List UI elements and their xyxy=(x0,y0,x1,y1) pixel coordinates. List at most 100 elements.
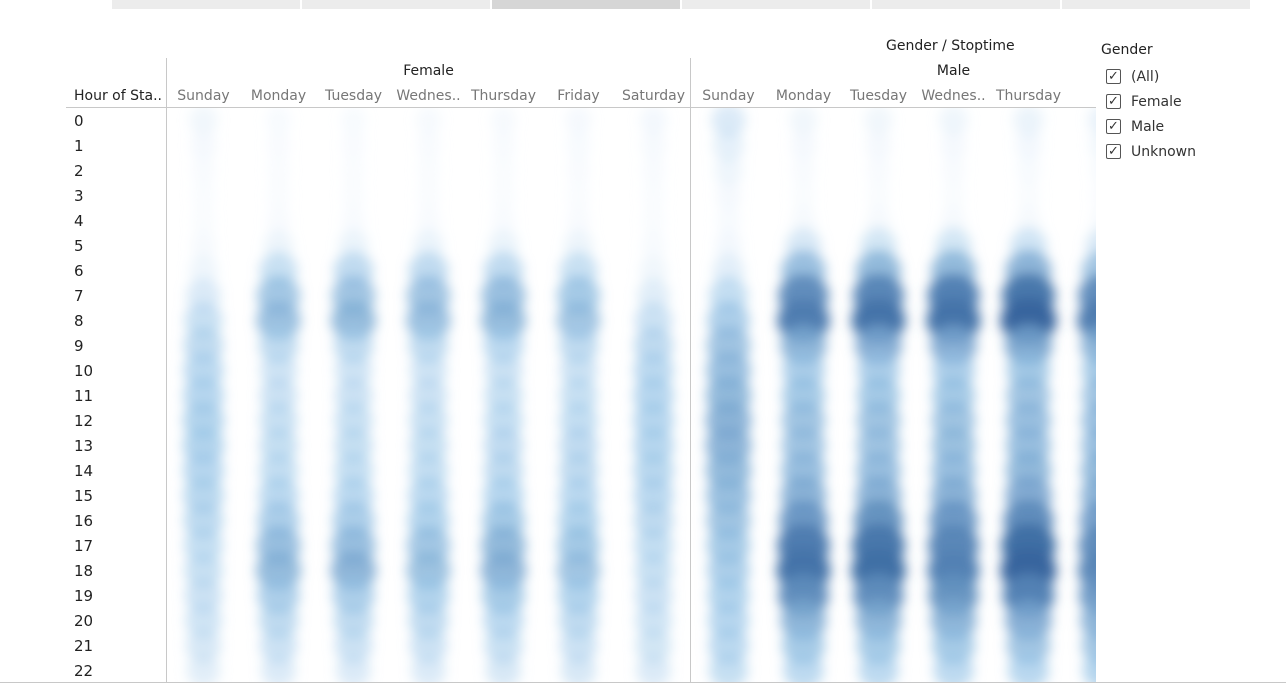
checkbox-icon[interactable]: ✓ xyxy=(1106,69,1121,84)
heat-mark-female-3-9[interactable] xyxy=(408,327,449,364)
heat-mark-female-4-11[interactable] xyxy=(484,377,523,414)
heat-mark-female-5-4[interactable] xyxy=(565,206,592,235)
heat-mark-male-0-3[interactable] xyxy=(715,180,742,211)
tab-5[interactable] xyxy=(872,0,1060,9)
heat-mark-female-1-21[interactable] xyxy=(259,627,298,664)
heat-mark-female-3-3[interactable] xyxy=(416,181,441,210)
heat-mark-male-2-2[interactable] xyxy=(865,156,892,185)
heat-mark-female-6-20[interactable] xyxy=(635,602,672,639)
heat-mark-female-5-0[interactable] xyxy=(565,108,592,136)
heat-mark-female-5-1[interactable] xyxy=(565,131,592,160)
heat-mark-female-3-10[interactable] xyxy=(410,352,447,389)
heat-mark-female-1-10[interactable] xyxy=(260,352,297,389)
heat-mark-female-6-4[interactable] xyxy=(641,206,666,235)
heat-mark-female-3-22[interactable] xyxy=(411,653,446,683)
heat-mark-female-6-0[interactable] xyxy=(639,108,668,136)
heat-mark-female-4-10[interactable] xyxy=(484,352,523,389)
heat-mark-female-1-1[interactable] xyxy=(265,131,292,160)
heat-mark-female-3-12[interactable] xyxy=(409,402,448,439)
heat-mark-female-1-4[interactable] xyxy=(265,206,292,235)
heat-mark-female-4-9[interactable] xyxy=(483,326,524,365)
heat-mark-male-5-1[interactable] xyxy=(1089,130,1096,160)
heat-mark-male-3-2[interactable] xyxy=(940,156,967,185)
tab-4[interactable] xyxy=(682,0,870,9)
legend-item-male[interactable]: ✓ Male xyxy=(1101,114,1281,139)
heat-mark-male-3-22[interactable] xyxy=(933,651,974,683)
heat-mark-male-1-22[interactable] xyxy=(783,651,824,683)
heat-mark-male-0-6[interactable] xyxy=(712,254,745,287)
heat-mark-female-1-5[interactable] xyxy=(263,229,294,262)
heat-mark-female-3-11[interactable] xyxy=(409,377,448,414)
heat-mark-female-5-5[interactable] xyxy=(563,229,594,262)
heatmap-canvas[interactable] xyxy=(166,108,1096,683)
heat-mark-male-4-4[interactable] xyxy=(1015,205,1042,236)
heat-mark-female-1-11[interactable] xyxy=(259,377,298,414)
heat-mark-female-1-12[interactable] xyxy=(259,402,298,439)
heat-mark-female-1-0[interactable] xyxy=(265,108,292,135)
heat-mark-female-3-5[interactable] xyxy=(413,229,444,262)
heat-mark-female-5-12[interactable] xyxy=(558,402,599,439)
heat-mark-female-5-11[interactable] xyxy=(559,377,598,414)
heat-mark-male-5-0[interactable] xyxy=(1087,108,1096,137)
heat-mark-female-0-0[interactable] xyxy=(189,108,218,136)
heat-mark-female-2-13[interactable] xyxy=(334,427,373,464)
heat-mark-male-3-0[interactable] xyxy=(938,108,969,136)
heat-mark-male-2-1[interactable] xyxy=(865,130,892,161)
heat-mark-male-2-4[interactable] xyxy=(865,205,892,236)
heat-mark-female-1-2[interactable] xyxy=(266,156,291,185)
heat-mark-female-1-9[interactable] xyxy=(258,327,299,364)
checkbox-icon[interactable]: ✓ xyxy=(1106,94,1121,109)
heat-mark-male-1-3[interactable] xyxy=(791,181,816,210)
heat-mark-female-6-22[interactable] xyxy=(636,653,671,683)
heat-mark-female-6-17[interactable] xyxy=(633,527,674,564)
heat-mark-female-0-22[interactable] xyxy=(186,653,221,683)
heat-mark-male-2-0[interactable] xyxy=(864,108,893,136)
heat-mark-male-1-4[interactable] xyxy=(790,205,817,236)
heat-mark-male-4-1[interactable] xyxy=(1014,130,1043,161)
tab-1[interactable] xyxy=(112,0,300,9)
heat-mark-female-6-3[interactable] xyxy=(641,181,666,210)
heat-mark-male-5-22[interactable] xyxy=(1082,652,1097,683)
heat-mark-female-3-2[interactable] xyxy=(416,156,441,185)
heat-mark-female-5-3[interactable] xyxy=(566,181,591,210)
heat-mark-male-1-0[interactable] xyxy=(789,108,818,136)
heat-mark-female-2-12[interactable] xyxy=(334,402,373,439)
heat-mark-female-0-3[interactable] xyxy=(191,181,216,210)
heat-mark-female-6-7[interactable] xyxy=(636,278,671,313)
heat-mark-male-3-3[interactable] xyxy=(941,181,966,210)
heat-mark-female-6-18[interactable] xyxy=(634,552,673,589)
heat-mark-female-0-4[interactable] xyxy=(191,206,216,235)
heat-mark-male-0-2[interactable] xyxy=(713,155,744,186)
tab-2[interactable] xyxy=(302,0,490,9)
heat-mark-female-6-2[interactable] xyxy=(640,156,667,185)
heat-mark-female-0-16[interactable] xyxy=(183,502,224,539)
heat-mark-female-4-22[interactable] xyxy=(485,653,522,683)
heat-mark-male-1-1[interactable] xyxy=(790,130,817,161)
heat-mark-female-2-11[interactable] xyxy=(334,377,373,414)
heat-mark-female-1-13[interactable] xyxy=(259,427,298,464)
heat-mark-female-6-1[interactable] xyxy=(640,130,667,161)
heat-mark-female-4-1[interactable] xyxy=(490,131,517,160)
heat-mark-female-2-21[interactable] xyxy=(334,627,373,664)
heat-mark-female-2-9[interactable] xyxy=(333,327,374,364)
heatmap-viz[interactable]: Gender / Stoptime Female Male Hour of St… xyxy=(0,0,1096,683)
legend-item-unknown[interactable]: ✓ Unknown xyxy=(1101,139,1281,164)
heat-mark-male-4-3[interactable] xyxy=(1016,181,1041,210)
heat-mark-female-2-1[interactable] xyxy=(340,131,367,160)
heat-mark-male-5-3[interactable] xyxy=(1090,181,1096,210)
heat-mark-female-2-2[interactable] xyxy=(341,156,366,185)
heat-mark-male-0-0[interactable] xyxy=(711,108,746,138)
heat-mark-male-5-4[interactable] xyxy=(1090,206,1096,235)
tab-3[interactable] xyxy=(492,0,680,9)
heat-mark-female-2-0[interactable] xyxy=(340,108,367,135)
heat-mark-female-4-12[interactable] xyxy=(483,402,524,439)
heat-mark-female-0-18[interactable] xyxy=(184,552,223,589)
heat-mark-female-4-20[interactable] xyxy=(483,601,524,640)
heat-mark-female-4-0[interactable] xyxy=(490,108,517,136)
heat-mark-male-0-21[interactable] xyxy=(708,626,749,665)
heat-mark-male-0-22[interactable] xyxy=(708,652,749,683)
heat-mark-female-3-0[interactable] xyxy=(415,108,442,136)
heat-mark-female-4-2[interactable] xyxy=(491,156,516,185)
heat-mark-female-0-2[interactable] xyxy=(190,156,217,185)
heat-mark-female-3-13[interactable] xyxy=(409,427,448,464)
